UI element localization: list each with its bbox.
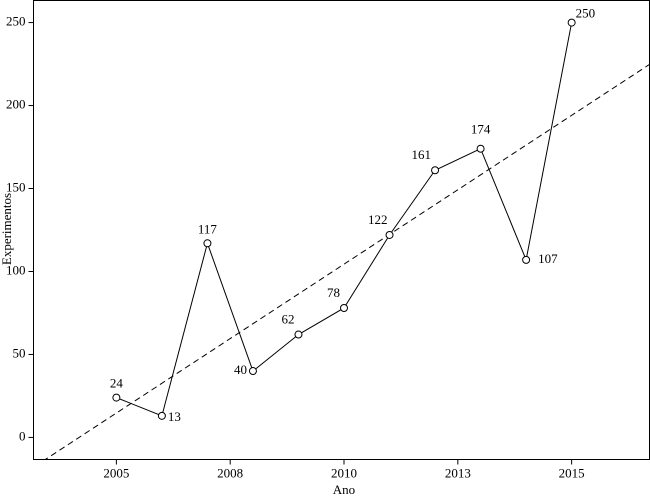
y-axis-label: Experimentos (0, 193, 14, 265)
data-point (476, 144, 485, 153)
data-label: 40 (234, 362, 247, 377)
data-point (431, 166, 440, 175)
data-label: 24 (110, 376, 124, 391)
data-label: 78 (327, 285, 340, 300)
x-tick-label: 2013 (445, 465, 471, 480)
data-label: 174 (471, 122, 491, 137)
data-label: 117 (198, 221, 218, 236)
data-point (385, 230, 394, 239)
data-label: 250 (576, 6, 596, 21)
y-tick-label: 250 (6, 14, 26, 29)
data-label: 13 (168, 409, 181, 424)
x-tick-label: 2010 (331, 465, 357, 480)
data-label: 62 (281, 312, 294, 327)
x-tick-label: 2005 (103, 465, 129, 480)
data-label: 161 (412, 147, 432, 162)
data-point (340, 303, 349, 312)
y-tick-label: 100 (6, 262, 26, 277)
data-point (112, 393, 121, 402)
data-point (157, 411, 166, 420)
x-axis-label: Ano (333, 482, 355, 497)
data-label: 107 (538, 251, 558, 266)
y-tick-label: 50 (13, 345, 26, 360)
x-tick-label: 2008 (217, 465, 243, 480)
data-point (248, 367, 257, 376)
y-tick-label: 200 (6, 97, 26, 112)
data-point (294, 330, 303, 339)
data-point (203, 239, 212, 248)
data-label: 122 (368, 212, 388, 227)
data-point (567, 18, 576, 27)
trend-line (44, 64, 650, 460)
plot-frame (33, 0, 650, 460)
y-tick-label: 0 (19, 428, 26, 443)
data-line (116, 22, 573, 417)
x-tick-label: 2015 (559, 465, 585, 480)
data-point (522, 255, 531, 264)
y-tick-label: 150 (6, 179, 26, 194)
